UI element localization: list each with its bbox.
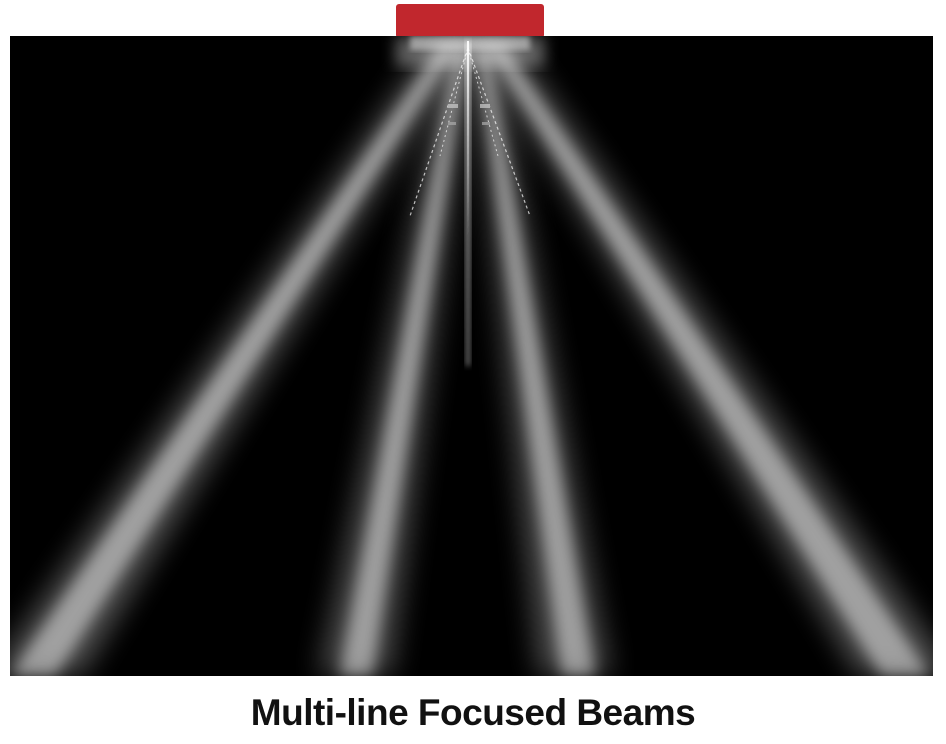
figure-caption: Multi-line Focused Beams bbox=[250, 692, 696, 733]
beam-field-svg bbox=[10, 36, 933, 676]
apex-interference bbox=[409, 47, 531, 217]
beam-inner-right bbox=[472, 46, 610, 676]
beam-field-image bbox=[10, 36, 933, 676]
center-line bbox=[466, 41, 470, 366]
beam-outer-right bbox=[480, 46, 933, 676]
beam-inner-left bbox=[320, 46, 472, 676]
beam-outer-left bbox=[10, 46, 465, 676]
transducer-array bbox=[396, 4, 544, 38]
